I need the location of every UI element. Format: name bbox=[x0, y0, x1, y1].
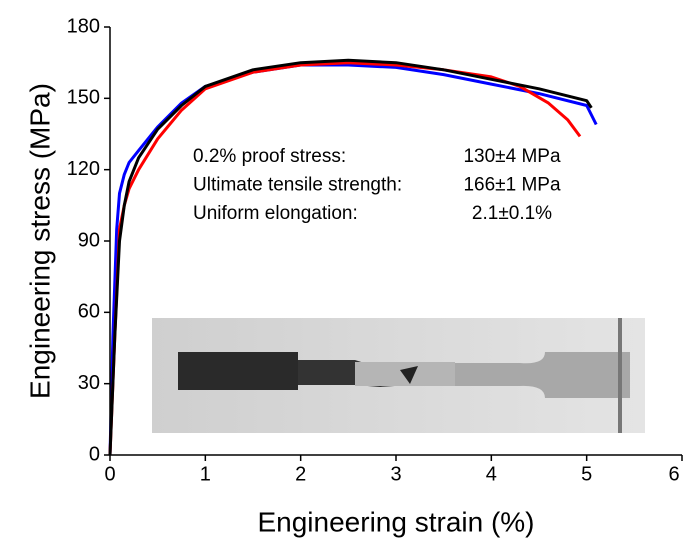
annotation-value: 166±1 MPa bbox=[463, 175, 560, 196]
x-tick-label: 0 bbox=[104, 463, 115, 485]
specimen-photo bbox=[152, 318, 645, 433]
line-series bbox=[108, 58, 593, 456]
x-axis-label: Engineering strain (%) bbox=[257, 506, 534, 537]
x-tick-label: 1 bbox=[200, 463, 211, 485]
y-axis-label: Engineering stress (MPa) bbox=[24, 83, 55, 399]
y-tick-label: 150 bbox=[67, 87, 100, 109]
y-tick-label: 90 bbox=[78, 229, 100, 251]
y-tick-label: 30 bbox=[78, 372, 100, 394]
y-tick-label: 120 bbox=[67, 158, 100, 180]
y-tick-label: 180 bbox=[67, 15, 100, 37]
annotation-value: 130±4 MPa bbox=[463, 146, 560, 167]
x-tick-label: 5 bbox=[581, 463, 592, 485]
x-tick-label: 3 bbox=[390, 463, 401, 485]
x-tick-label: 2 bbox=[295, 463, 306, 485]
annotation-label: Uniform elongation: bbox=[193, 203, 358, 224]
annotation-value: 2.1±0.1% bbox=[472, 203, 552, 224]
annotation-label: 0.2% proof stress: bbox=[193, 146, 346, 167]
x-tick-label: 4 bbox=[486, 463, 497, 485]
y-tick-label: 60 bbox=[78, 301, 100, 323]
x-tick-label: 6 bbox=[668, 463, 679, 485]
y-tick-label: 0 bbox=[89, 443, 100, 465]
annotation-label: Ultimate tensile strength: bbox=[193, 175, 402, 196]
